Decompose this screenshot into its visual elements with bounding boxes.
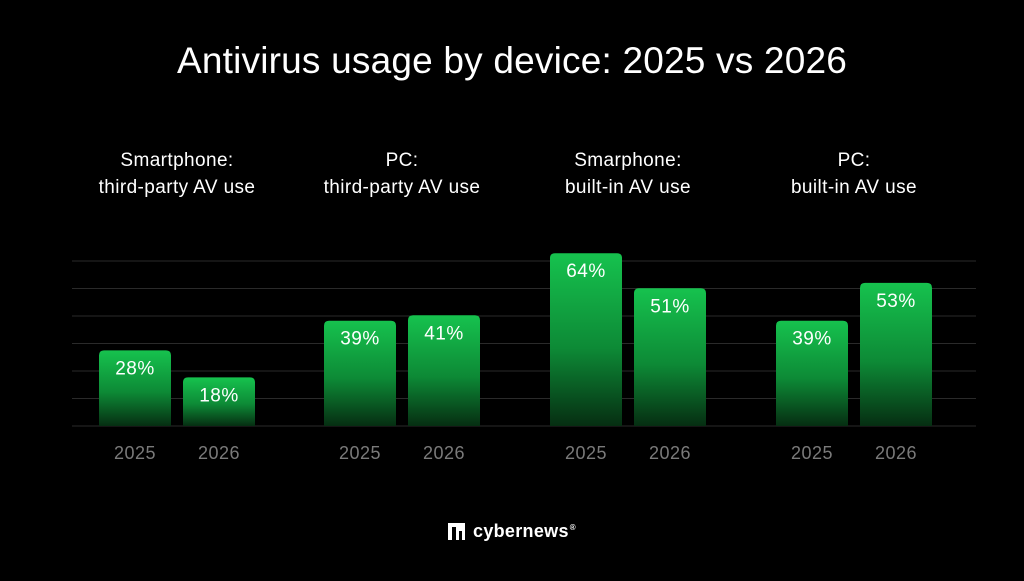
- bar: [776, 320, 848, 426]
- registered-mark: ®: [569, 523, 576, 532]
- bar-value-label: 39%: [340, 329, 380, 350]
- group-label-line: Smarphone:: [574, 150, 682, 171]
- bar-value-label: 39%: [792, 329, 832, 350]
- brand-name: cybernews®: [473, 521, 576, 541]
- group-label-line: third-party AV use: [324, 177, 481, 198]
- bar-value-label: 53%: [876, 291, 916, 312]
- bar-value-label: 64%: [566, 261, 606, 282]
- year-tick-label: 2026: [423, 443, 465, 463]
- group-label: Smartphone: third-party AV use: [99, 150, 256, 198]
- bar: [550, 253, 622, 426]
- group-label: PC: built-in AV use: [791, 150, 917, 198]
- year-tick-label: 2025: [114, 443, 156, 463]
- year-tick-label: 2025: [791, 443, 833, 463]
- bar: [634, 288, 706, 426]
- group-label-line: Smartphone:: [120, 150, 233, 171]
- year-tick-label: 2026: [875, 443, 917, 463]
- group-label-line: PC:: [838, 150, 871, 171]
- group-label-line: third-party AV use: [99, 177, 256, 198]
- bar-value-label: 28%: [115, 358, 155, 379]
- group-label-line: built-in AV use: [791, 177, 917, 198]
- group-label: PC: third-party AV use: [324, 150, 481, 198]
- bar: [99, 350, 171, 426]
- cybernews-logo-icon: [448, 523, 466, 540]
- year-tick-label: 2025: [565, 443, 607, 463]
- group-label: Smarphone: built-in AV use: [565, 150, 691, 198]
- bar: [408, 315, 480, 426]
- labels: Smartphone: third-party AV use 28% 2025 18% 2…: [99, 150, 917, 463]
- year-tick-label: 2026: [198, 443, 240, 463]
- bar: [183, 377, 255, 426]
- bar-value-label: 41%: [424, 323, 464, 344]
- bar-value-label: 51%: [650, 296, 690, 317]
- bar: [324, 320, 396, 426]
- group-label-line: built-in AV use: [565, 177, 691, 198]
- bar-value-label: 18%: [199, 385, 239, 406]
- brand-footer: cybernews®: [0, 521, 1024, 542]
- year-tick-label: 2025: [339, 443, 381, 463]
- bars: [99, 253, 932, 426]
- group-label-line: PC:: [386, 150, 419, 171]
- bar: [860, 282, 932, 426]
- year-tick-label: 2026: [649, 443, 691, 463]
- chart-title: Antivirus usage by device: 2025 vs 2026: [176, 40, 848, 81]
